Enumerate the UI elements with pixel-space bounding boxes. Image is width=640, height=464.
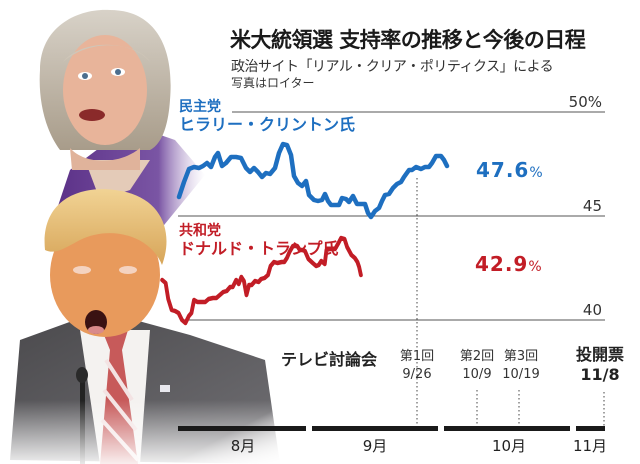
trump-latest-value: 42.9% bbox=[475, 252, 543, 276]
election-date: 11/8 bbox=[580, 365, 620, 384]
clinton-line bbox=[176, 141, 450, 220]
trump-name-label: ドナルド・トランプ氏 bbox=[179, 239, 339, 258]
trump-legend: 共和党 ドナルド・トランプ氏 bbox=[179, 222, 339, 258]
clinton-legend: 民主党 ヒラリー・クリントン氏 bbox=[179, 98, 355, 134]
debate-2-date: 10/9 bbox=[462, 367, 492, 382]
debate-3-date: 10/19 bbox=[502, 367, 540, 382]
debate-3: 第3回 10/19 bbox=[498, 348, 544, 384]
tv-debate-label: テレビ討論会 bbox=[281, 350, 378, 369]
trump-line bbox=[160, 235, 363, 326]
debate-1: 第1回 9/26 bbox=[393, 348, 441, 384]
trump-latest-unit: % bbox=[528, 259, 543, 275]
clinton-latest-unit: % bbox=[529, 165, 544, 181]
month-label-sep: 9月 bbox=[362, 437, 388, 455]
debate-3-label: 第3回 bbox=[503, 349, 539, 364]
clinton-latest-number: 47.6 bbox=[476, 158, 530, 182]
y-tick-40: 40 bbox=[582, 301, 602, 319]
data-source-note: 政治サイト「リアル・クリア・ポリティクス」による bbox=[231, 59, 554, 75]
y-tick-45: 45 bbox=[582, 197, 602, 215]
election-label: 投開票 bbox=[575, 345, 624, 364]
clinton-name-label: ヒラリー・クリントン氏 bbox=[179, 115, 356, 134]
election-day: 投開票 11/8 bbox=[571, 345, 629, 385]
trump-party-label: 共和党 bbox=[179, 223, 221, 239]
debate-2-label: 第2回 bbox=[459, 349, 495, 364]
debate-1-label: 第1回 bbox=[399, 349, 435, 364]
debate-1-date: 9/26 bbox=[402, 367, 432, 382]
month-label-oct: 10月 bbox=[491, 437, 527, 455]
timeline-bar-sep bbox=[312, 426, 438, 431]
trump-latest-number: 42.9 bbox=[475, 252, 529, 276]
timeline-bar-nov bbox=[576, 426, 605, 431]
month-label-aug: 8月 bbox=[230, 437, 256, 455]
y-tick-50: 50% bbox=[568, 93, 602, 111]
chart-title: 米大統領選 支持率の推移と今後の日程 bbox=[230, 28, 586, 52]
timeline-bar-oct bbox=[444, 426, 570, 431]
debate-2: 第2回 10/9 bbox=[455, 348, 499, 384]
photo-credit: 写真はロイター bbox=[231, 76, 315, 90]
clinton-party-label: 民主党 bbox=[179, 99, 221, 115]
clinton-latest-value: 47.6% bbox=[476, 158, 544, 182]
month-label-nov: 11月 bbox=[572, 437, 608, 455]
timeline-bar-aug bbox=[178, 426, 306, 431]
